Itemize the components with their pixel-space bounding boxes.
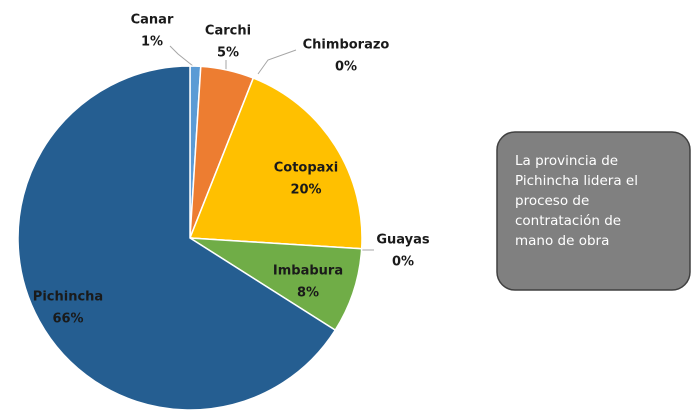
slice-value-label: 0% [335,60,357,75]
leaders [169,45,374,251]
slice-label: Chimborazo [303,38,390,53]
slice-label: Pichincha [33,290,103,305]
annotation-text: Pichincha lidera el [515,173,638,189]
leader-line [169,45,194,67]
annotation-text: contratación de [515,213,621,229]
pie-slice [188,77,363,250]
annotation-box [496,131,691,291]
slice-label: Imbabura [273,264,343,279]
leader-line [257,49,297,75]
slice-value-label: 0% [392,255,414,270]
pie-slice [17,65,337,411]
slice-value-label: 20% [290,183,321,198]
annotation-text: proceso de [515,193,589,209]
slice-value-label: 66% [52,312,83,327]
slice-label: Canar [131,13,174,28]
slice-value-label: 5% [217,46,239,61]
slice-value-label: 8% [297,286,319,301]
annotation-text: La provincia de [515,153,618,169]
annotation-text: mano de obra [515,233,609,249]
slice-label: Carchi [205,24,251,39]
slice-label: Cotopaxi [274,161,339,176]
slice-value-label: 1% [141,35,163,50]
slice-label: Guayas [376,233,430,248]
